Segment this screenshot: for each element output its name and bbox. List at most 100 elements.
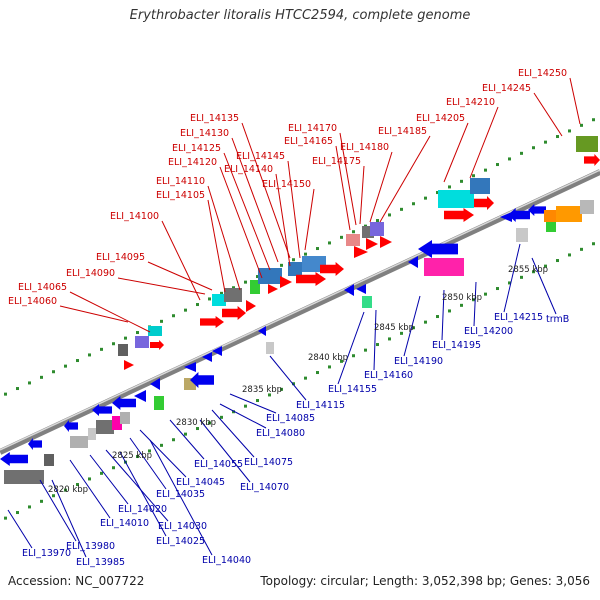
label-leader [403,295,421,357]
gene-label-forward: ELI_14210 [446,97,495,108]
guide-dot [448,309,451,313]
guide-dot [220,291,223,295]
guide-dot [544,140,547,144]
guide-dot [196,303,199,307]
scale-tick-label: 2845 kbp [374,323,414,333]
gene-label-reverse: ELI_14215 [494,312,543,323]
guide-dot [268,393,271,397]
guide-dot [88,353,91,357]
label-leader [531,257,557,315]
guide-dot [304,376,307,380]
gene-block [296,272,326,286]
guide-dot [208,297,211,301]
scale-tick-label: 2855 kbp [508,265,548,275]
gene-block [200,316,224,328]
guide-dot [172,314,175,318]
scale-tick-label: 2840 kbp [308,353,348,363]
gene-block [444,208,474,222]
gene-label-reverse: ELI_14195 [432,340,481,351]
gene-label-forward: ELI_14170 [288,123,337,134]
label-leader [199,419,251,483]
gene-label-forward: ELI_14140 [224,164,273,175]
label-leader [7,509,33,549]
label-leader [473,281,477,327]
guide-dot [232,410,235,414]
guide-dot [508,157,511,161]
label-leader [161,220,201,301]
scale-tick-label: 2820 kbp [48,485,88,495]
label-leader [149,439,213,556]
guide-dot [388,213,391,217]
gene-label-reverse: ELI_14045 [176,477,225,488]
gene-block [96,420,114,434]
label-leader [359,165,365,225]
guide-dot [64,488,67,492]
gene-block [190,372,214,388]
label-leader [369,151,393,223]
guide-dot [232,286,235,290]
gene-label-reverse: trmB [546,314,569,325]
gene-label-reverse: ELI_14115 [296,400,345,411]
label-leader [69,291,151,333]
gene-block [112,416,122,430]
label-leader [105,449,169,522]
label-leader [287,160,301,259]
gene-label-forward: ELI_14125 [172,143,221,154]
guide-dot [580,247,583,251]
gene-block [150,378,160,390]
gene-block [362,296,372,308]
guide-dot [316,371,319,375]
label-leader [229,393,277,414]
gene-labels: ELI_14060 ELI_14065 ELI_14090 ELI_14095 ELI_… [8,68,569,568]
label-leader [147,261,213,291]
gene-label-forward: ELI_14100 [110,211,159,222]
guide-dot [292,258,295,262]
guide-dot [28,381,31,385]
label-leader [304,188,315,251]
guide-dot [292,382,295,386]
label-leader [337,311,365,385]
label-leader [223,152,271,271]
gene-block [222,306,246,320]
guide-dot [172,438,175,442]
gene-block [134,390,146,402]
gene-block [212,294,226,306]
genome-backbone [0,169,600,455]
gene-block [366,238,378,250]
gene-block [0,452,28,466]
gene-label-reverse: ELI_14070 [240,482,289,493]
gene-label-reverse: ELI_14160 [364,370,413,381]
guide-dot [184,432,187,436]
guide-dot [508,281,511,285]
gene-block [88,428,96,440]
label-leader [503,243,521,313]
guide-dot [52,370,55,374]
guide-dot [112,342,115,346]
gene-block [212,346,222,356]
gene-label-forward: ELI_14165 [284,136,333,147]
guide-dot [400,207,403,211]
label-leader [269,355,307,401]
forward-guide-dots [4,118,595,396]
guide-dot [556,135,559,139]
gene-label-forward: ELI_14185 [378,126,427,137]
gene-label-reverse: ELI_14035 [156,489,205,500]
guide-dot [76,483,79,487]
label-leader [69,459,111,519]
guide-dot [76,359,79,363]
guide-dot [532,270,535,274]
gene-label-reverse: ELI_14200 [464,326,513,337]
gene-block [528,204,546,216]
guide-dot [88,477,91,481]
gene-block [266,342,274,354]
guide-dot [304,252,307,256]
guide-dot [328,241,331,245]
guide-dot [472,298,475,302]
accession-text: Accession: NC_007722 [8,574,145,588]
guide-dot [244,404,247,408]
label-leader [335,145,351,231]
gene-block [154,396,164,410]
label-leader [469,106,499,179]
guide-dot [376,343,379,347]
